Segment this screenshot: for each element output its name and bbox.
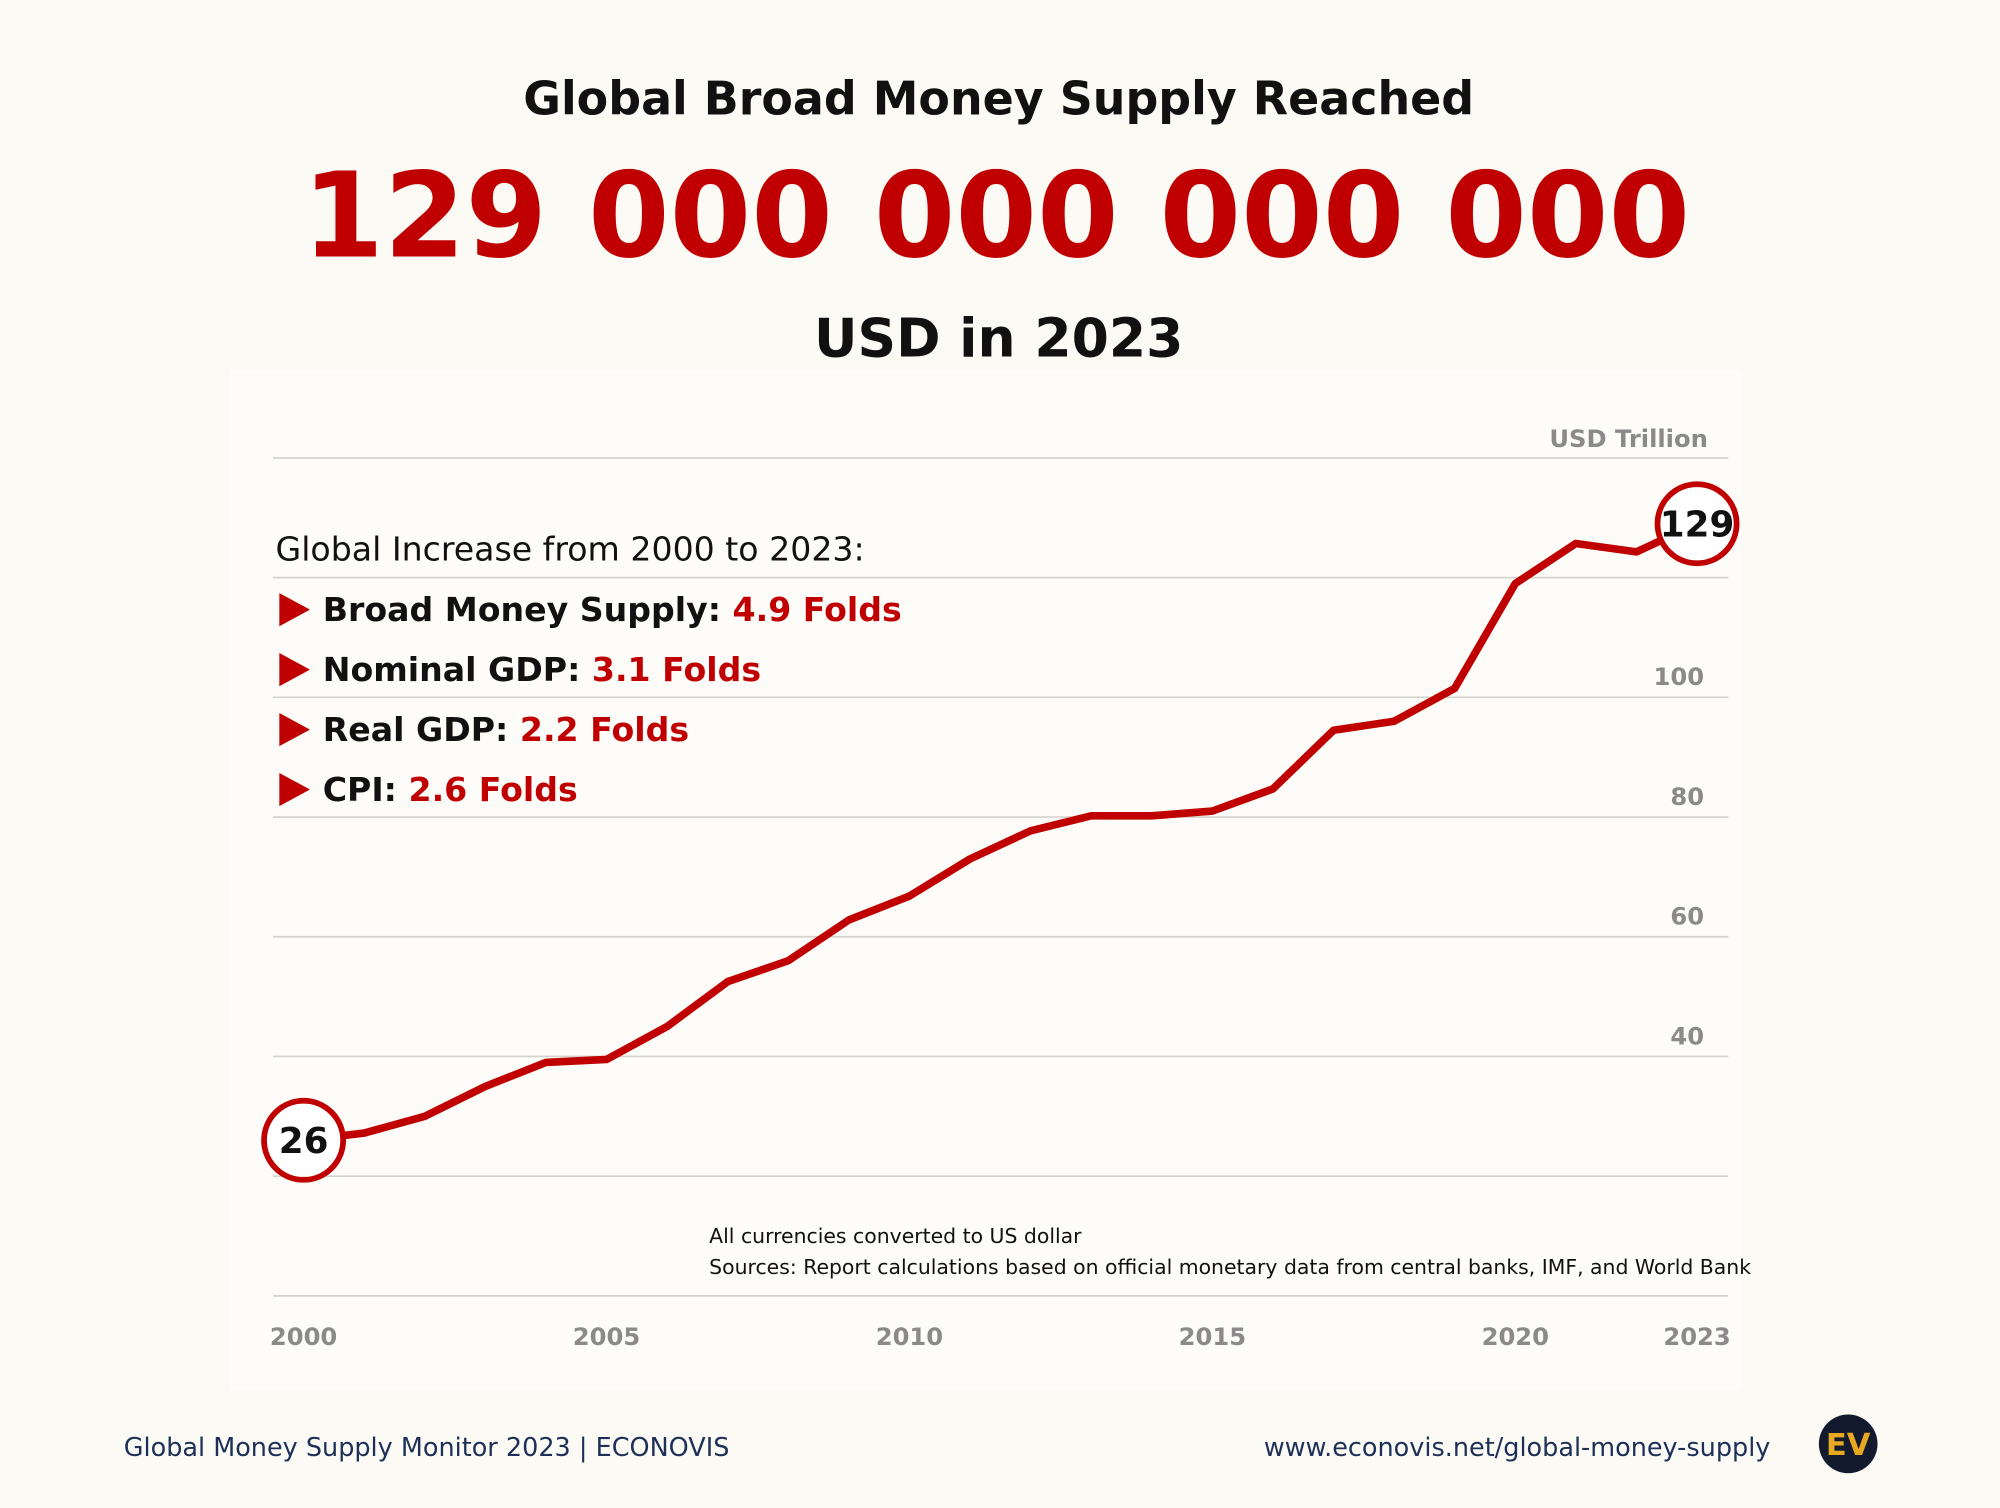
value-label: 26 xyxy=(279,1121,329,1162)
x-tick-label: 2005 xyxy=(573,1323,640,1351)
note: All currencies converted to US dollar xyxy=(709,1224,1082,1248)
plot: 40 60 80 100 2000 2005 2010 2015 2020 2023 26 129 xyxy=(261,457,1740,1351)
item-value: 2.2 Folds xyxy=(520,709,689,748)
annotation-item: Nominal GDP: 3.1 Folds xyxy=(323,649,761,688)
subtitle: USD in 2023 xyxy=(814,306,1183,369)
annotation: Global Increase from 2000 to 2023: Broad… xyxy=(276,530,902,809)
footer-right: www.econovis.net/global-money-supply xyxy=(1264,1433,1771,1463)
item-value: 2.6 Folds xyxy=(409,769,578,808)
annotation-item: Broad Money Supply: 4.9 Folds xyxy=(323,589,902,628)
x-tick-label: 2015 xyxy=(1179,1323,1246,1351)
item-label: Real GDP: xyxy=(323,709,509,748)
note: Sources: Report calculations based on of… xyxy=(709,1255,1751,1279)
item-label: Broad Money Supply: xyxy=(323,589,721,628)
x-tick-label: 2010 xyxy=(876,1323,943,1351)
y-tick-label: 80 xyxy=(1670,783,1704,811)
logo: EV xyxy=(1826,1428,1871,1463)
x-tick-label: 2000 xyxy=(270,1323,337,1351)
footer-left: Global Money Supply Monitor 2023 | ECONO… xyxy=(124,1433,730,1463)
x-tick-label: 2020 xyxy=(1482,1323,1549,1351)
item-label: CPI: xyxy=(323,769,397,808)
item-label: Nominal GDP: xyxy=(323,649,581,688)
chart-title: Global Broad Money Supply Reached xyxy=(523,72,1474,126)
y-tick-label: 40 xyxy=(1670,1022,1704,1050)
headline: 129 000 000 000 000 xyxy=(302,148,1690,285)
item-value: 3.1 Folds xyxy=(592,649,761,688)
bullet xyxy=(279,712,310,747)
line xyxy=(303,520,1699,1145)
bullet xyxy=(279,653,310,687)
logo-badge xyxy=(1818,1414,1878,1474)
annotation-item: Real GDP: 2.2 Folds xyxy=(323,709,689,748)
y-tick-label: 60 xyxy=(1670,903,1704,931)
bullet xyxy=(279,772,310,807)
y-axis-label: USD Trillion xyxy=(1549,425,1708,453)
item-value: 4.9 Folds xyxy=(733,589,902,628)
annotation-heading: Global Increase from 2000 to 2023: xyxy=(276,530,865,569)
value-label: 129 xyxy=(1660,504,1735,545)
end-marker xyxy=(261,1097,346,1183)
plot-area xyxy=(229,369,1742,1391)
end-marker xyxy=(1654,481,1740,567)
y-tick-label: 100 xyxy=(1654,663,1705,691)
bullet xyxy=(279,593,310,627)
x-tick-label: 2023 xyxy=(1663,1323,1730,1351)
annotation-item: CPI: 2.6 Folds xyxy=(323,769,578,808)
